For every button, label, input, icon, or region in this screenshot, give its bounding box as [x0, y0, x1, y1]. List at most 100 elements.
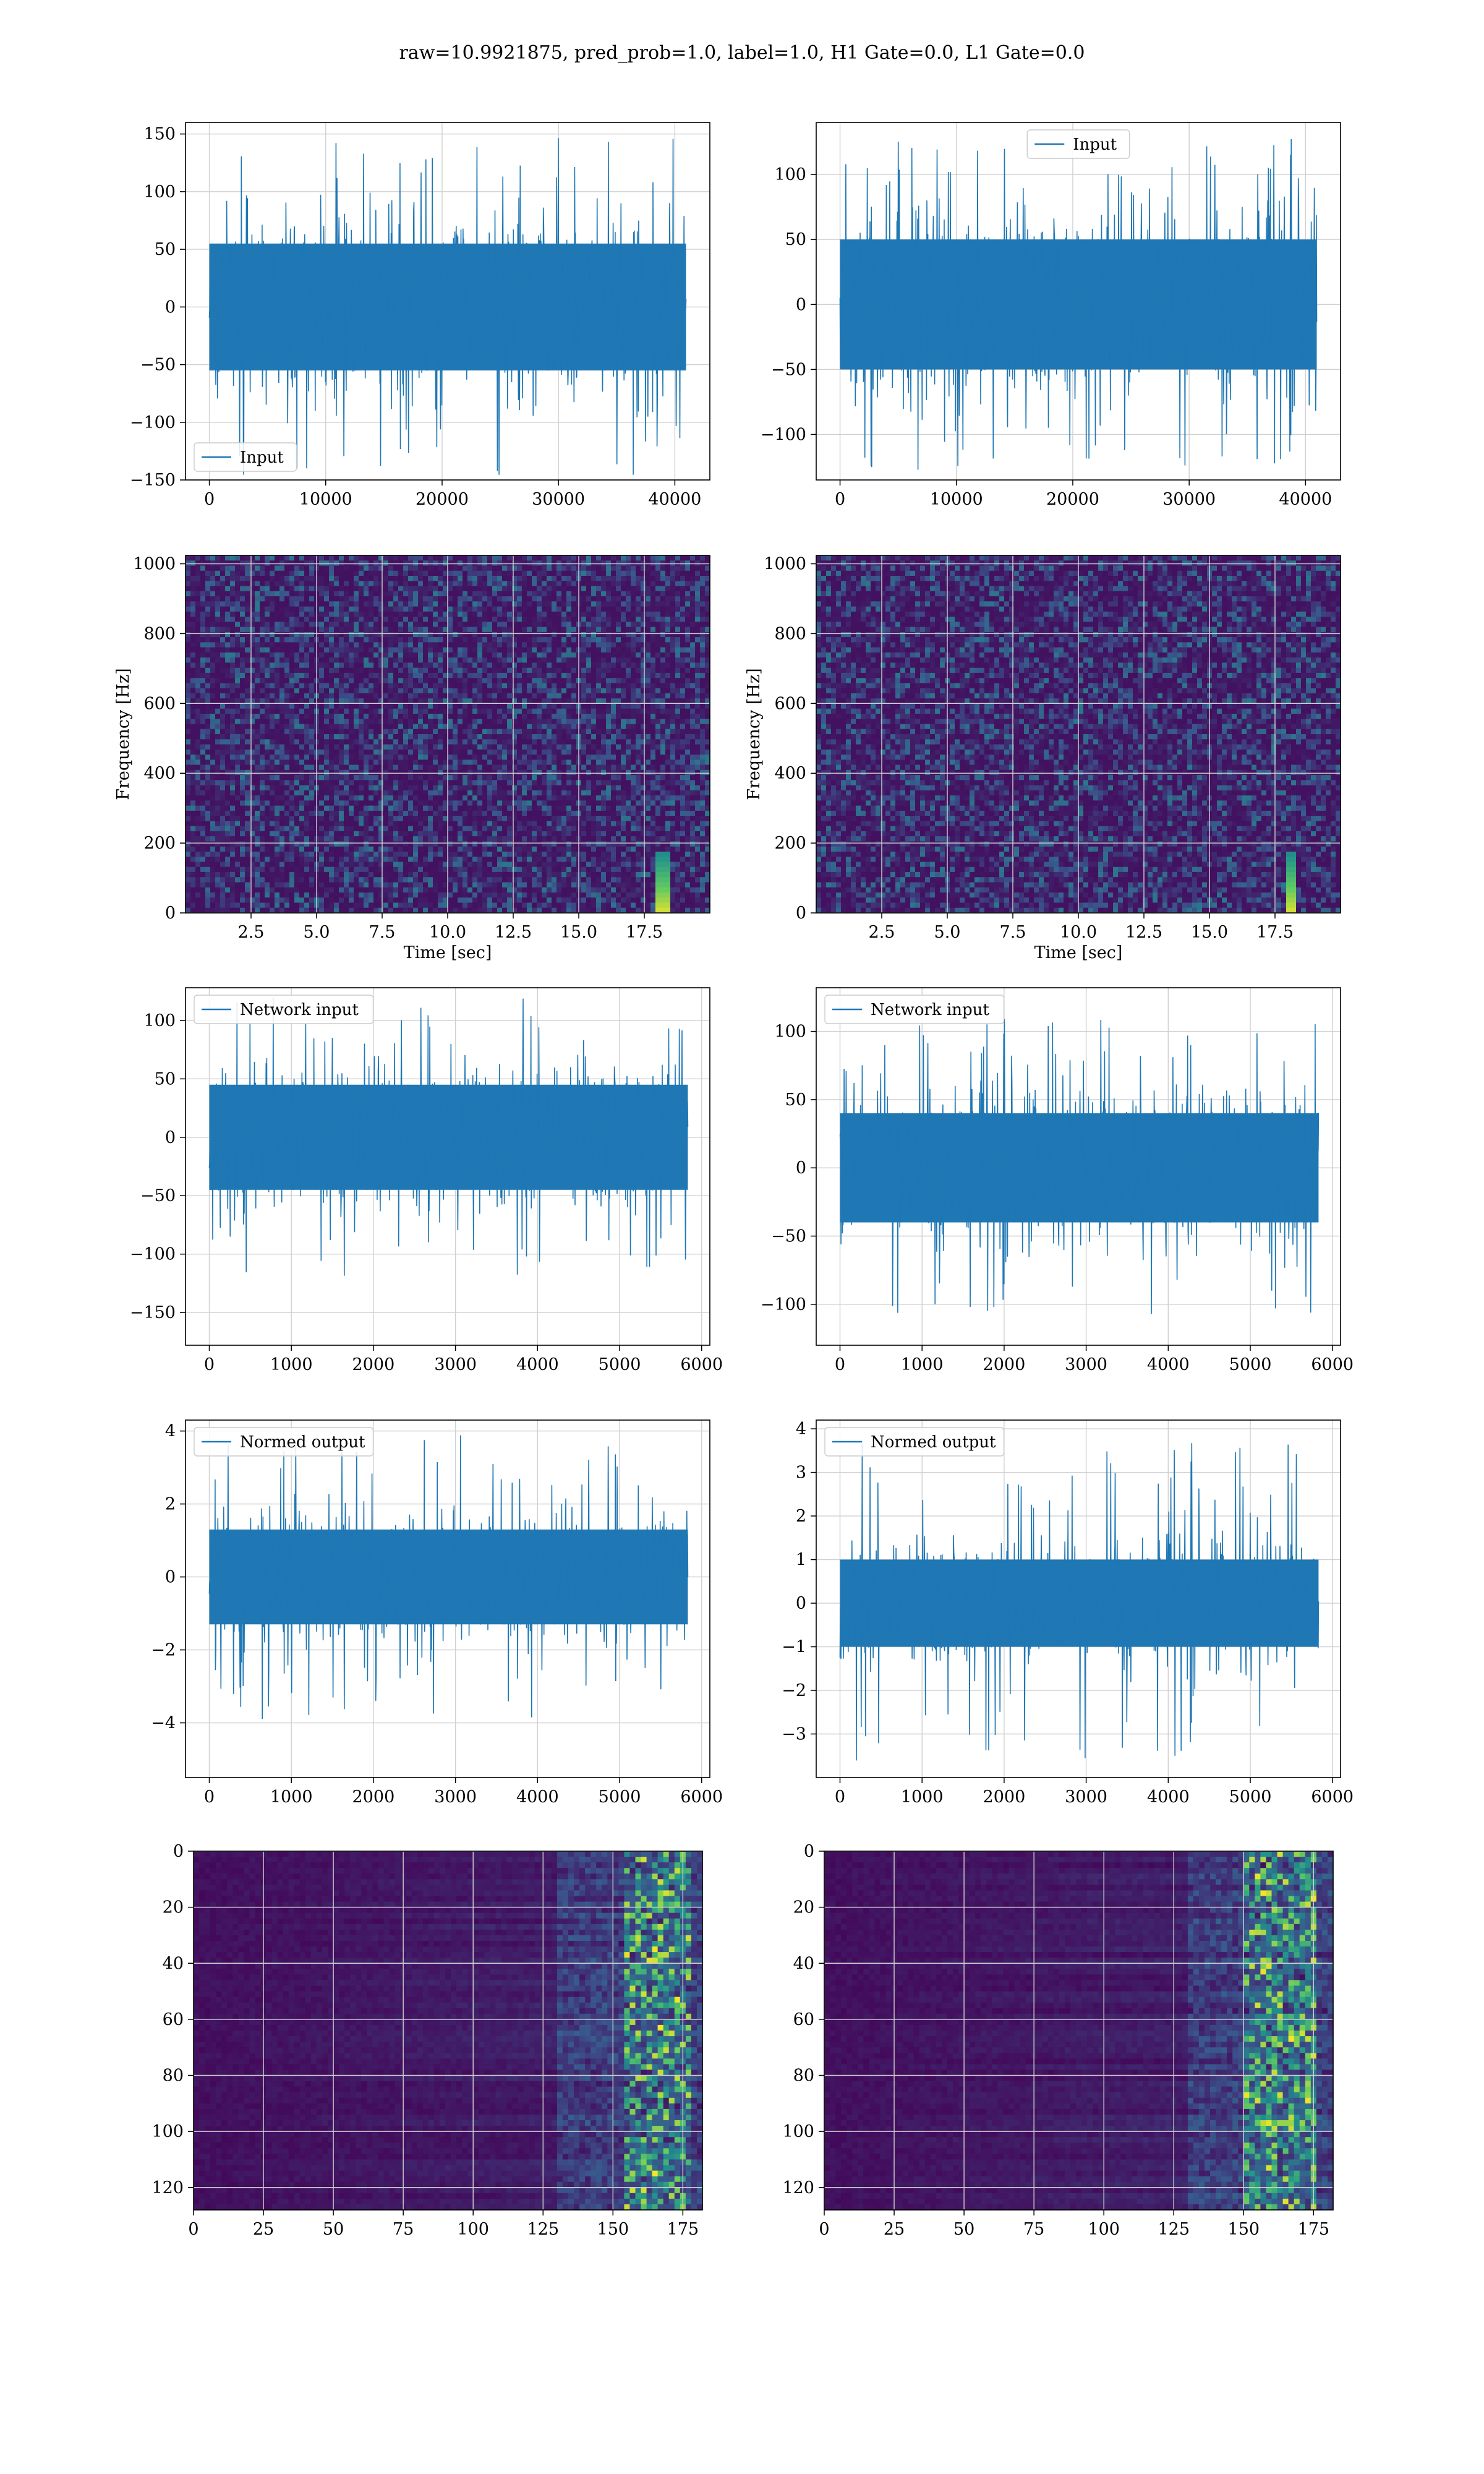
heatmap-cell: [497, 704, 503, 709]
heatmap-cell: [388, 662, 394, 668]
heatmap-cell: [215, 571, 221, 576]
heatmap-cell: [542, 596, 547, 602]
heatmap-cell: [255, 622, 260, 627]
heatmap-cell: [507, 632, 513, 638]
heatmap-cell: [200, 729, 206, 735]
heatmap-cell: [700, 683, 706, 688]
heatmap-cell: [364, 662, 369, 668]
heatmap-cell: [255, 760, 260, 765]
heatmap-cell: [660, 581, 666, 586]
heatmap-cell: [646, 734, 651, 740]
heatmap-cell: [463, 734, 468, 740]
heatmap-cell: [388, 581, 394, 586]
heatmap-cell: [606, 688, 612, 694]
heatmap-cell: [650, 622, 656, 627]
heatmap-cell: [601, 678, 607, 683]
heatmap-cell: [294, 729, 300, 735]
heatmap-cell: [695, 648, 701, 653]
heatmap-cell: [458, 745, 463, 750]
heatmap-cell: [190, 617, 196, 622]
heatmap-cell: [388, 637, 394, 643]
heatmap-cell: [596, 719, 602, 724]
heatmap-cell: [279, 622, 285, 627]
heatmap-cell: [284, 734, 290, 740]
heatmap-cell: [646, 566, 651, 571]
heatmap-cell: [601, 637, 607, 643]
heatmap-cell: [631, 642, 636, 648]
heatmap-cell: [571, 719, 577, 724]
heatmap-cell: [660, 750, 666, 755]
heatmap-cell: [700, 642, 706, 648]
heatmap-cell: [458, 642, 463, 648]
heatmap-cell: [279, 714, 285, 719]
heatmap-cell: [586, 627, 592, 633]
heatmap-cell: [378, 581, 384, 586]
heatmap-cell: [581, 662, 587, 668]
heatmap-cell: [195, 581, 201, 586]
heatmap-cell: [403, 714, 409, 719]
heatmap-cell: [532, 657, 537, 663]
heatmap-cell: [448, 560, 453, 566]
heatmap-cell: [660, 632, 666, 638]
heatmap-cell: [680, 724, 686, 730]
heatmap-cell: [428, 617, 433, 622]
heatmap-cell: [299, 760, 305, 765]
heatmap-cell: [393, 668, 399, 674]
heatmap-cell: [215, 648, 221, 653]
heatmap-cell: [552, 755, 557, 760]
heatmap-cell: [591, 734, 597, 740]
heatmap-cell: [186, 683, 191, 688]
heatmap-cell: [279, 662, 285, 668]
heatmap-cell: [438, 571, 443, 576]
heatmap-cell: [596, 596, 602, 602]
heatmap-cell: [641, 566, 646, 571]
heatmap-cell: [680, 704, 686, 709]
heatmap-cell: [660, 678, 666, 683]
heatmap-cell: [369, 750, 374, 755]
heatmap-cell: [463, 673, 468, 678]
heatmap-cell: [403, 627, 409, 633]
heatmap-cell: [423, 571, 429, 576]
heatmap-cell: [670, 622, 676, 627]
heatmap-cell: [680, 683, 686, 688]
heatmap-cell: [388, 750, 394, 755]
heatmap-cell: [319, 560, 325, 566]
heatmap-cell: [190, 729, 196, 735]
heatmap-cell: [393, 673, 399, 678]
heatmap-cell: [517, 739, 522, 745]
heatmap-cell: [388, 632, 394, 638]
heatmap-cell: [492, 627, 498, 633]
heatmap-cell: [190, 637, 196, 643]
heatmap-cell: [309, 709, 315, 714]
heatmap-cell: [665, 688, 671, 694]
heatmap-cell: [522, 745, 527, 750]
heatmap-cell: [542, 637, 547, 643]
heatmap-cell: [700, 571, 706, 576]
heatmap-cell: [438, 591, 443, 597]
heatmap-cell: [646, 750, 651, 755]
heatmap-cell: [537, 673, 542, 678]
heatmap-cell: [270, 729, 275, 735]
heatmap-cell: [260, 653, 265, 658]
heatmap-cell: [601, 750, 607, 755]
heatmap-cell: [542, 642, 547, 648]
heatmap-cell: [230, 683, 236, 688]
heatmap-cell: [571, 607, 577, 612]
heatmap-cell: [324, 739, 330, 745]
heatmap-cell: [571, 724, 577, 730]
heatmap-cell: [626, 627, 631, 633]
heatmap-cell: [398, 729, 404, 735]
heatmap-cell: [690, 678, 696, 683]
heatmap-cell: [561, 642, 567, 648]
heatmap-cell: [265, 714, 270, 719]
heatmap-cell: [626, 581, 631, 586]
heatmap-cell: [552, 683, 557, 688]
heatmap-cell: [547, 642, 552, 648]
heatmap-cell: [304, 657, 310, 663]
heatmap-cell: [621, 734, 626, 740]
heatmap-cell: [458, 601, 463, 607]
heatmap-cell: [190, 622, 196, 627]
heatmap-cell: [294, 648, 300, 653]
heatmap-cell: [230, 662, 236, 668]
heatmap-cell: [235, 571, 241, 576]
